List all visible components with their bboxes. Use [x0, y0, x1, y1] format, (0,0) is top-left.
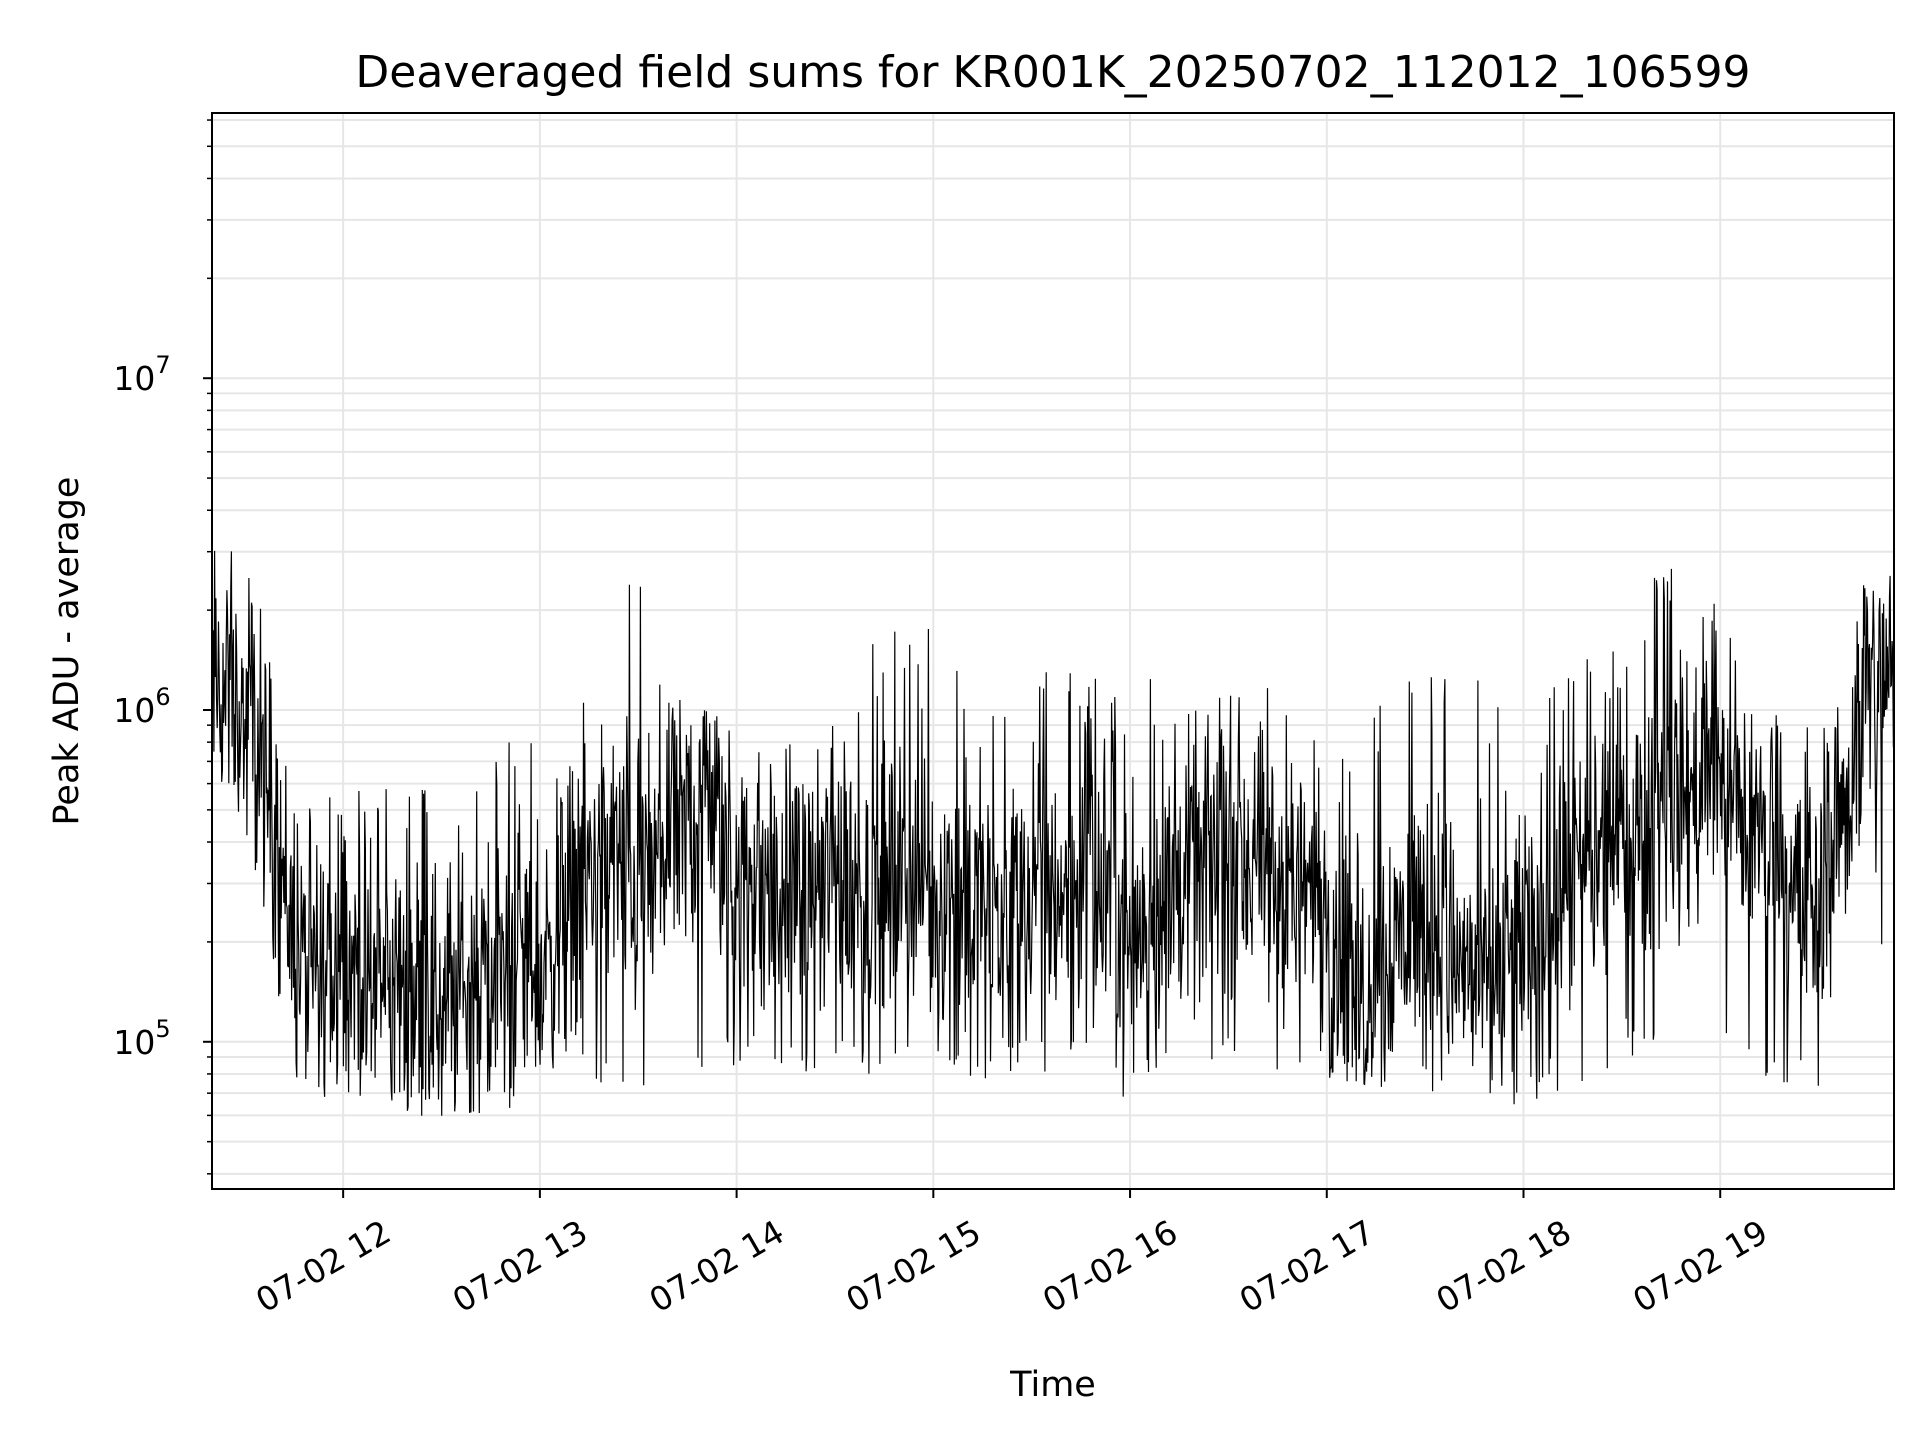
x-tick-label: 07-02 12: [249, 1212, 397, 1320]
y-tick-exponent: 6: [155, 683, 170, 711]
x-tick-label: 07-02 15: [839, 1212, 987, 1320]
series-line: [211, 550, 1895, 1116]
grid-layer: [212, 113, 1894, 1189]
chart-title: Deaveraged field sums for KR001K_2025070…: [355, 47, 1750, 98]
y-tick-base: 10: [113, 691, 155, 730]
x-tick-label: 07-02 18: [1430, 1212, 1578, 1320]
x-tick-label: 07-02 17: [1233, 1212, 1381, 1320]
x-tick-label: 07-02 13: [446, 1212, 594, 1320]
series-layer: [211, 550, 1895, 1116]
y-axis-label: Peak ADU - average: [47, 477, 87, 826]
plot-frame: [211, 112, 1895, 1190]
y-tick-label: 106: [113, 683, 170, 730]
x-tick-label: 07-02 19: [1626, 1212, 1774, 1320]
y-tick-base: 10: [113, 359, 155, 398]
y-tick-label: 105: [113, 1015, 170, 1062]
x-tick-label: 07-02 14: [643, 1212, 791, 1320]
y-tick-exponent: 7: [155, 351, 170, 379]
y-tick-label: 107: [113, 351, 170, 398]
y-tick-exponent: 5: [155, 1015, 170, 1043]
y-tick-base: 10: [113, 1023, 155, 1062]
x-tick-label: 07-02 16: [1036, 1212, 1184, 1320]
x-axis-label: Time: [1009, 1365, 1096, 1405]
